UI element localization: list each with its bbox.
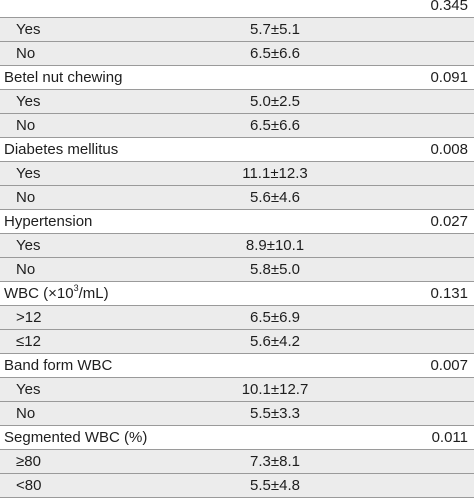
mean-sd-value: 5.6±4.6 [250, 189, 300, 206]
mean-sd-value: 6.5±6.9 [250, 309, 300, 326]
table-row: Yes 10.1±12.7 [0, 378, 474, 402]
mean-sd-value: 5.7±5.1 [250, 21, 300, 38]
mean-sd-value: 11.1±12.3 [242, 165, 308, 182]
p-value: 0.008 [430, 141, 468, 158]
category-row: Diabetes mellitus 0.008 [0, 138, 474, 162]
mean-sd-value: 5.5±4.8 [250, 477, 300, 494]
table-row: No 6.5±6.6 [0, 42, 474, 66]
mean-sd-value: 8.9±10.1 [245, 237, 305, 254]
table-row: No 5.8±5.0 [0, 258, 474, 282]
mean-sd-value: 5.0±2.5 [250, 93, 300, 110]
p-value: 0.131 [430, 285, 468, 302]
subgroup-label: Yes [16, 93, 41, 110]
subgroup-label: ≥80 [16, 453, 41, 470]
mean-sd-value: 5.8±5.0 [250, 261, 300, 278]
subgroup-label: No [16, 405, 36, 422]
p-value: 0.091 [430, 69, 468, 86]
mean-sd-value: 7.3±8.1 [250, 453, 300, 470]
category-label: Betel nut chewing [4, 69, 123, 86]
table-row: ≥80 7.3±8.1 [0, 450, 474, 474]
category-label: Hypertension [4, 213, 93, 230]
mean-sd-value: 6.5±6.6 [250, 45, 300, 62]
superscript: 3 [73, 283, 79, 293]
category-row: Betel nut chewing 0.091 [0, 66, 474, 90]
category-row: Band form WBC 0.007 [0, 354, 474, 378]
subgroup-label: Yes [16, 21, 41, 38]
subgroup-label: No [16, 261, 36, 278]
table-row: Yes 5.0±2.5 [0, 90, 474, 114]
subgroup-label: No [16, 45, 36, 62]
subgroup-label: Yes [16, 237, 41, 254]
subgroup-label: No [16, 189, 36, 206]
mean-sd-value: 5.5±3.3 [250, 405, 300, 422]
mean-sd-value: 6.5±6.6 [250, 117, 300, 134]
mean-sd-value: 5.6±4.2 [250, 333, 300, 350]
table-row: <80 5.5±4.8 [0, 474, 474, 498]
subgroup-label: No [16, 117, 36, 134]
p-value: 0.345 [430, 0, 468, 14]
subgroup-label: ≤12 [16, 333, 41, 350]
category-row: Hypertension 0.027 [0, 210, 474, 234]
table-row: Yes 8.9±10.1 [0, 234, 474, 258]
p-value: 0.011 [431, 429, 468, 446]
table-row: No 5.6±4.6 [0, 186, 474, 210]
table-row: ≤12 5.6±4.2 [0, 330, 474, 354]
category-label: WBC (×103/mL) [4, 283, 109, 303]
subgroup-label: >12 [16, 309, 42, 326]
p-value: 0.007 [430, 357, 468, 374]
category-label: Diabetes mellitus [4, 141, 119, 158]
p-value: 0.027 [430, 213, 468, 230]
subgroup-label: Yes [16, 165, 41, 182]
subgroup-label: Yes [16, 381, 41, 398]
table-row: Yes 5.7±5.1 [0, 18, 474, 42]
table-row: No 5.5±3.3 [0, 402, 474, 426]
table-row: Yes 11.1±12.3 [0, 162, 474, 186]
table-row: No 6.5±6.6 [0, 114, 474, 138]
category-label: Segmented WBC (%) [4, 429, 148, 446]
table-row: >12 6.5±6.9 [0, 306, 474, 330]
category-row: 0.345 [0, 0, 474, 18]
mean-sd-value: 10.1±12.7 [241, 381, 309, 398]
subgroup-label: <80 [16, 477, 42, 494]
category-row: Segmented WBC (%) 0.011 [0, 426, 474, 450]
category-row: WBC (×103/mL) 0.131 [0, 282, 474, 306]
category-label: Band form WBC [4, 357, 113, 374]
